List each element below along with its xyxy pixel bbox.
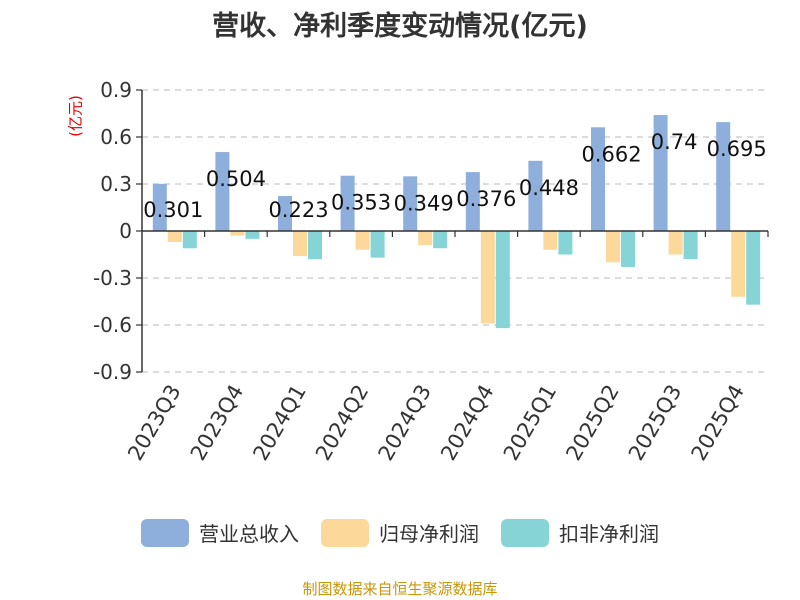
data-label-revenue: 0.223 bbox=[268, 198, 328, 222]
data-source-note: 制图数据来自恒生聚源数据库 bbox=[302, 580, 498, 598]
x-tick-label: 2023Q3 bbox=[123, 381, 185, 465]
legend-item-revenue[interactable]: 营业总收入 bbox=[141, 518, 299, 547]
bar-net-profit bbox=[418, 231, 433, 246]
x-tick-label: 2024Q4 bbox=[436, 381, 498, 465]
bar-deducted-profit bbox=[621, 231, 635, 268]
bar-revenue bbox=[465, 172, 480, 231]
bar-net-profit bbox=[543, 231, 558, 250]
bar-revenue bbox=[152, 183, 167, 231]
data-label-revenue: 0.376 bbox=[456, 187, 516, 211]
x-tick-label: 2025Q4 bbox=[687, 381, 749, 465]
bar-revenue bbox=[340, 175, 355, 231]
bar-deducted-profit bbox=[558, 231, 573, 255]
bar-revenue bbox=[716, 122, 731, 231]
bar-deducted-profit bbox=[245, 231, 260, 239]
data-label-revenue: 0.301 bbox=[143, 198, 203, 222]
y-tick-label: 0.3 bbox=[100, 172, 132, 196]
y-tick-label: 0 bbox=[119, 219, 132, 243]
x-tick-label: 2025Q2 bbox=[561, 381, 623, 465]
legend-swatch-net-profit bbox=[321, 518, 369, 547]
bar-net-profit bbox=[731, 231, 746, 297]
bar-net-profit bbox=[230, 231, 245, 236]
bar-revenue bbox=[403, 176, 418, 231]
legend-swatch-revenue bbox=[141, 518, 189, 547]
legend-label-net-profit: 归母净利润 bbox=[379, 522, 479, 546]
bar-net-profit bbox=[668, 231, 683, 255]
bar-net-profit bbox=[355, 231, 370, 250]
bar-deducted-profit bbox=[433, 231, 448, 249]
bar-deducted-profit bbox=[182, 231, 197, 249]
bar-deducted-profit bbox=[370, 231, 385, 258]
bar-deducted-profit bbox=[683, 231, 698, 260]
data-label-revenue: 0.448 bbox=[519, 176, 579, 200]
x-tick-label: 2024Q3 bbox=[374, 381, 436, 465]
y-tick-label: -0.9 bbox=[93, 360, 132, 384]
y-tick-label: -0.3 bbox=[93, 266, 132, 290]
y-tick-label: 0.9 bbox=[100, 78, 132, 102]
y-tick-label: -0.6 bbox=[93, 313, 132, 337]
legend-label-deducted-profit: 扣非净利润 bbox=[559, 522, 659, 546]
bar-net-profit bbox=[293, 231, 307, 257]
legend-item-deducted-profit[interactable]: 扣非净利润 bbox=[501, 518, 659, 547]
bar-deducted-profit bbox=[495, 231, 510, 329]
data-label-revenue: 0.353 bbox=[331, 191, 391, 215]
bar-revenue bbox=[278, 196, 292, 231]
chart-title: 营收、净利季度变动情况(亿元) bbox=[212, 11, 588, 42]
bar-net-profit bbox=[480, 231, 495, 324]
x-tick-label: 2024Q2 bbox=[311, 381, 373, 465]
legend-swatch-deducted-profit bbox=[501, 518, 549, 547]
bar-net-profit bbox=[606, 231, 620, 263]
legend: 营业总收入 归母净利润 扣非净利润 bbox=[0, 518, 800, 547]
x-tick-label: 2024Q1 bbox=[248, 381, 310, 465]
legend-label-revenue: 营业总收入 bbox=[199, 522, 299, 546]
data-label-revenue: 0.74 bbox=[651, 130, 698, 154]
x-tick-label: 2025Q3 bbox=[624, 381, 686, 465]
data-label-revenue: 0.662 bbox=[581, 142, 641, 166]
legend-item-net-profit[interactable]: 归母净利润 bbox=[321, 518, 479, 547]
data-label-revenue: 0.504 bbox=[206, 167, 266, 191]
y-tick-label: 0.6 bbox=[100, 125, 132, 149]
bar-deducted-profit bbox=[308, 231, 322, 260]
bar-revenue bbox=[215, 152, 230, 231]
x-tick-label: 2023Q4 bbox=[186, 381, 248, 465]
data-label-revenue: 0.695 bbox=[707, 137, 767, 161]
bar-deducted-profit bbox=[746, 231, 761, 305]
x-tick-label: 2025Q1 bbox=[499, 381, 561, 465]
bar-net-profit bbox=[167, 231, 182, 242]
bar-revenue bbox=[528, 160, 543, 231]
bar-revenue bbox=[591, 127, 605, 231]
data-label-revenue: 0.349 bbox=[394, 191, 454, 215]
bar-revenue bbox=[653, 115, 668, 231]
